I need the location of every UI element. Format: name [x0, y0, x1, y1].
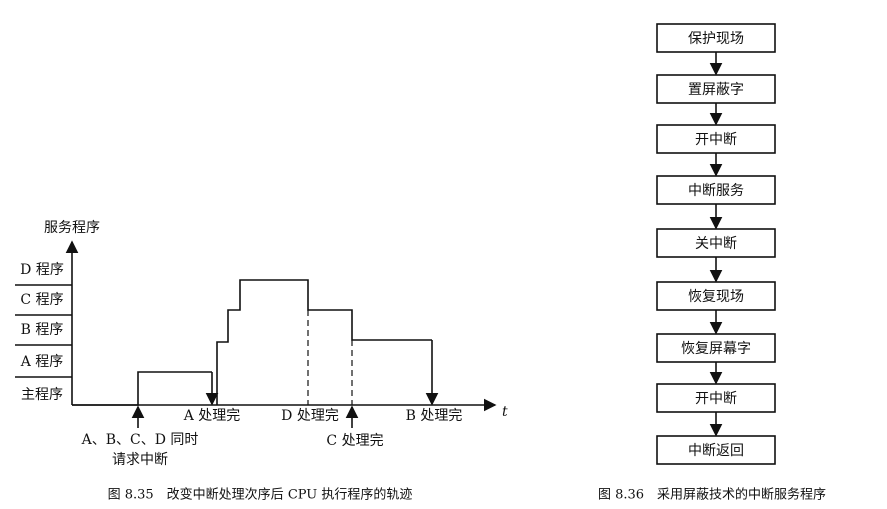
caption: 图 8.36 采用屏蔽技术的中断服务程序	[598, 487, 826, 503]
event-label: 请求中断	[112, 452, 168, 468]
flowchart: 图 8.36 采用屏蔽技术的中断服务程序 保护现场置屏蔽字开中断中断服务关中断恢…	[598, 23, 826, 503]
step-box	[656, 281, 776, 311]
level-label: 主程序	[21, 387, 63, 403]
level-label: D 程序	[20, 262, 64, 278]
step-label: 开中断	[695, 132, 737, 148]
trace	[72, 279, 432, 406]
step-box	[656, 74, 776, 104]
step-box	[656, 333, 776, 363]
step-label: 中断返回	[688, 443, 744, 459]
step-box	[656, 383, 776, 413]
step-label: 置屏蔽字	[688, 82, 744, 98]
event-label: B 处理完	[406, 408, 463, 424]
step-box	[656, 435, 776, 465]
caption: 图 8.35 改变中断处理次序后 CPU 执行程序的轨迹	[108, 487, 413, 503]
event-label: D 处理完	[281, 408, 339, 424]
x-axis-label: t	[502, 404, 508, 420]
level-label: C 程序	[20, 292, 63, 308]
step-box	[656, 23, 776, 53]
event-label: A 处理完	[183, 408, 241, 424]
step-label: 开中断	[695, 391, 737, 407]
step-label: 恢复现场	[688, 288, 744, 305]
step-label: 保护现场	[688, 31, 744, 47]
step-box	[656, 175, 776, 205]
step-box	[656, 228, 776, 258]
step-label: 关中断	[695, 236, 737, 252]
level-label: A 程序	[20, 354, 64, 370]
step-label: 中断服务	[688, 183, 744, 199]
event-label: C 处理完	[326, 433, 383, 449]
level-label: B 程序	[21, 322, 64, 338]
step-label: 恢复屏幕字	[681, 340, 751, 357]
event-label: A、B、C、D 同时	[81, 432, 199, 448]
y-axis-label: 服务程序	[44, 220, 100, 236]
